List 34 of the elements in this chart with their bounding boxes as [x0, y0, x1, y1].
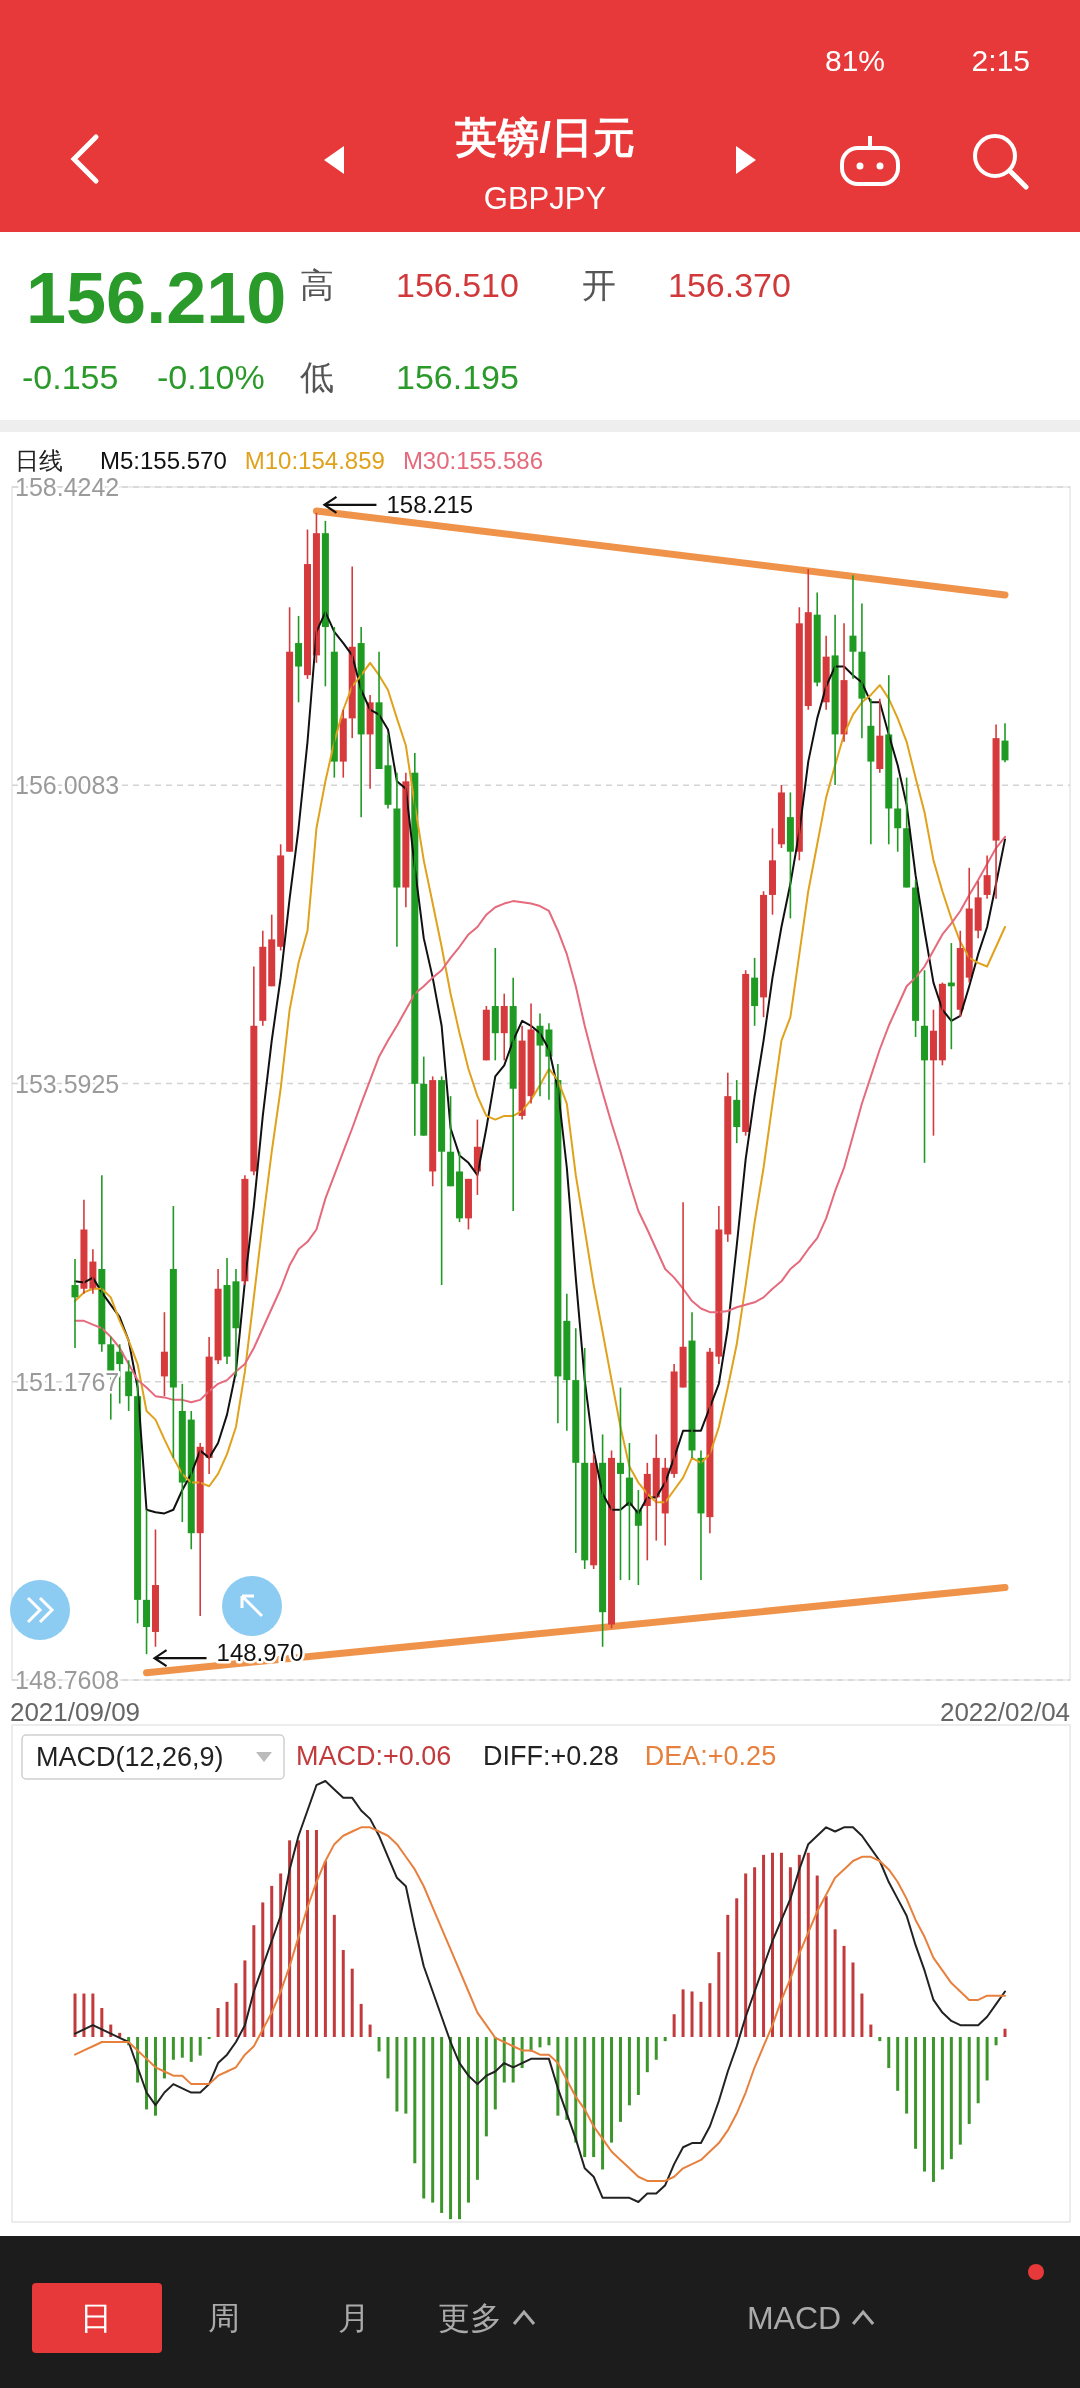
text: 更多: [438, 2300, 502, 2336]
text: 开: [582, 266, 616, 304]
text: MACD:+0.06: [296, 1741, 452, 1771]
x-tick-label: 2022/02/04: [939, 1697, 1071, 1727]
text: 低: [300, 358, 334, 396]
text: M5:155.570: [100, 446, 227, 474]
text: 日线: [15, 446, 63, 474]
text: 周: [208, 2300, 240, 2336]
text: 2:15: [971, 43, 1030, 77]
text: -0.10%: [157, 358, 265, 396]
text: 156.210: [26, 258, 287, 338]
text: 156.370: [668, 266, 791, 304]
text: 81%: [824, 43, 885, 77]
text: M30:155.586: [402, 446, 543, 474]
text: 月: [338, 2300, 370, 2336]
x-tick-label: 2021/09/09: [9, 1697, 141, 1727]
text: DIFF:+0.28: [483, 1741, 619, 1771]
text: DEA:+0.25: [644, 1741, 777, 1771]
text: -0.155: [22, 358, 119, 396]
text: GBPJPY: [483, 180, 607, 216]
annotation: 148.970: [216, 1638, 304, 1666]
text: 高: [300, 266, 334, 304]
chart-title: MACD(12,26,9): [36, 1742, 224, 1772]
text: M10:154.859: [244, 446, 385, 474]
text: 日: [80, 2300, 112, 2336]
text: 英镑/日元: [454, 113, 635, 161]
text: 156.510: [396, 266, 519, 304]
y-tick-label: 148.7608: [15, 1666, 120, 1694]
annotation: 158.215: [386, 491, 474, 519]
y-tick-label: 156.0083: [15, 771, 120, 800]
text: MACD: [746, 2300, 842, 2336]
text: 156.195: [396, 358, 519, 396]
y-tick-label: 153.5925: [15, 1069, 120, 1098]
y-tick-label: 158.4242: [15, 473, 120, 501]
